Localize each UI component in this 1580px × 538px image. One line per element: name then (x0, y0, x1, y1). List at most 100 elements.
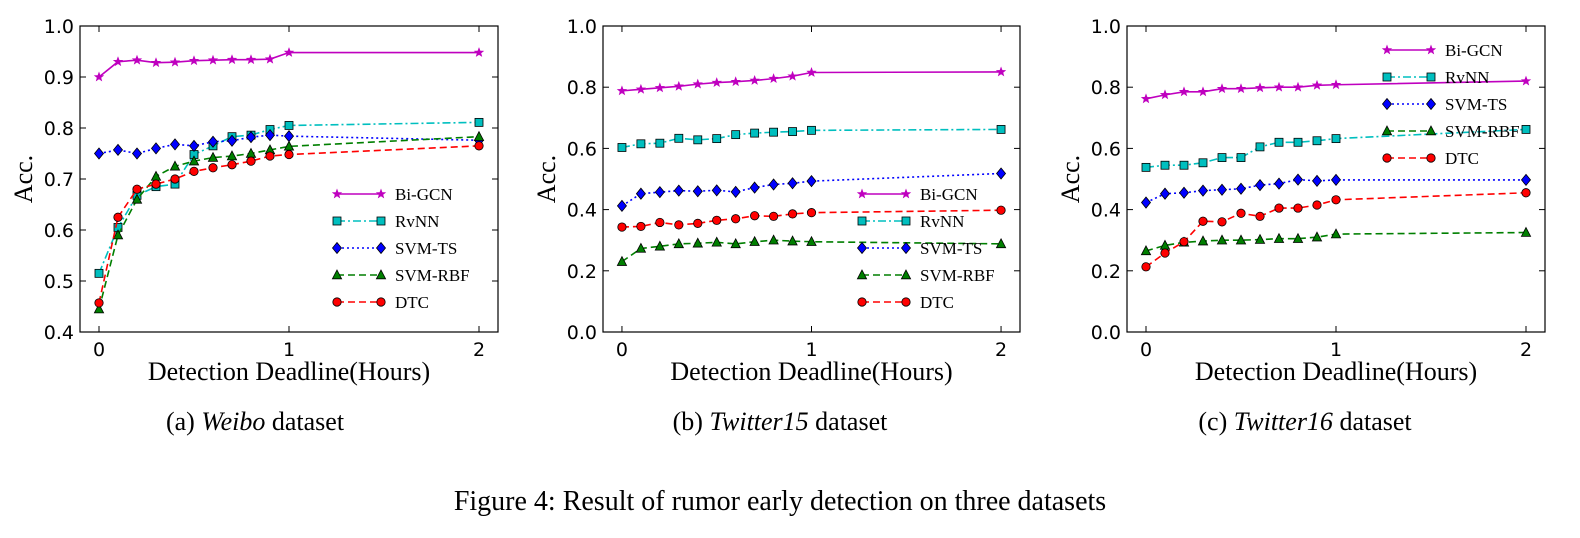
data-point (711, 184, 722, 197)
data-point (226, 150, 238, 161)
legend-label: SVM-TS (1445, 95, 1507, 114)
data-point (995, 238, 1007, 249)
legend-marker (1382, 153, 1392, 163)
data-point (1274, 203, 1284, 213)
data-point (1331, 134, 1341, 144)
data-point (693, 218, 703, 228)
series-line (98, 135, 480, 310)
y-tick-label: 0.4 (1091, 200, 1121, 222)
data-point (806, 208, 817, 218)
data-point (806, 175, 817, 188)
series-svm-rbf (93, 130, 485, 314)
data-point (655, 217, 665, 228)
data-point (730, 76, 741, 87)
data-point (768, 178, 779, 191)
legend: Bi-GCN RvNN SVM-TS SVM-RBF DTC (856, 185, 995, 312)
legend-marker (900, 241, 912, 255)
data-point (787, 235, 798, 246)
subplot-caption: (c) Twitter16 dataset (1198, 407, 1412, 436)
data-point (150, 142, 162, 155)
legend-marker (332, 216, 342, 226)
data-point (769, 127, 778, 137)
legend-marker (1426, 153, 1436, 163)
legend-marker (900, 188, 912, 199)
legend-marker (856, 188, 868, 199)
y-tick-label: 1.0 (44, 16, 74, 38)
legend-label: Bi-GCN (395, 185, 453, 204)
legend-label: SVM-RBF (920, 266, 995, 285)
data-point (169, 138, 181, 151)
series-svm-rbf (616, 234, 1007, 266)
data-point (655, 138, 665, 148)
legend-marker (375, 188, 387, 199)
data-point (635, 187, 646, 200)
legend-item: SVM-TS (1381, 95, 1507, 114)
data-point (1312, 200, 1322, 210)
series-svm-ts (616, 167, 1007, 213)
y-tick-label: 0.4 (44, 322, 74, 344)
legend-item: Bi-GCN (856, 185, 978, 204)
data-point (1197, 235, 1209, 246)
data-point (806, 235, 817, 246)
y-tick-label: 0.9 (44, 67, 74, 89)
data-point (1521, 188, 1531, 198)
data-point (674, 133, 684, 143)
data-point (768, 211, 779, 221)
data-point (750, 211, 760, 221)
x-tick-label: 1 (805, 339, 817, 361)
data-point (749, 75, 760, 85)
legend-marker (332, 297, 342, 307)
data-point (1159, 89, 1171, 100)
data-point (245, 54, 257, 65)
data-point (112, 229, 124, 240)
legend-marker (331, 269, 343, 280)
data-point (207, 135, 219, 148)
data-point (1160, 248, 1170, 258)
data-point (806, 67, 817, 77)
legend-label: RvNN (1445, 68, 1489, 87)
data-point (712, 215, 722, 225)
y-tick-label: 0.0 (567, 322, 597, 344)
x-tick-label: 2 (995, 339, 1007, 361)
legend-label: DTC (920, 293, 954, 312)
data-point (616, 85, 628, 96)
data-point (730, 238, 741, 249)
data-point (1140, 93, 1152, 104)
series-bi-gcn (616, 66, 1007, 96)
data-point (245, 131, 257, 144)
data-point (1235, 182, 1247, 195)
data-point (616, 199, 627, 213)
legend-label: SVM-RBF (1445, 122, 1520, 141)
data-point (635, 83, 647, 94)
data-point (730, 185, 741, 198)
data-point (1273, 81, 1285, 92)
legend-marker (901, 216, 911, 226)
data-point (264, 129, 276, 142)
figure-caption: Figure 4: Result of rumor early detectio… (454, 486, 1106, 517)
y-tick-label: 0.0 (1091, 322, 1121, 344)
data-point (654, 82, 666, 93)
data-point (673, 184, 684, 197)
data-point (692, 78, 703, 89)
y-tick-label: 0.8 (1091, 77, 1121, 99)
data-point (616, 255, 628, 266)
data-point (1216, 83, 1228, 94)
legend-label: SVM-TS (395, 239, 457, 258)
data-point (1312, 136, 1322, 146)
data-point (150, 57, 162, 68)
data-point (1311, 174, 1323, 187)
y-axis-label: Acc. (9, 155, 38, 203)
data-point (207, 151, 219, 162)
data-point (1254, 178, 1266, 192)
x-tick-label: 2 (473, 339, 485, 361)
data-point (473, 47, 485, 57)
y-tick-label: 0.6 (1091, 138, 1121, 160)
legend-marker (856, 269, 868, 280)
data-point (654, 186, 665, 199)
data-point (1520, 173, 1532, 187)
data-point (711, 77, 722, 88)
legend-marker (1425, 125, 1437, 136)
subplot-caption: (b) Twitter15 dataset (673, 407, 888, 436)
data-point (1216, 234, 1228, 245)
x-tick-label: 2 (1520, 339, 1532, 361)
